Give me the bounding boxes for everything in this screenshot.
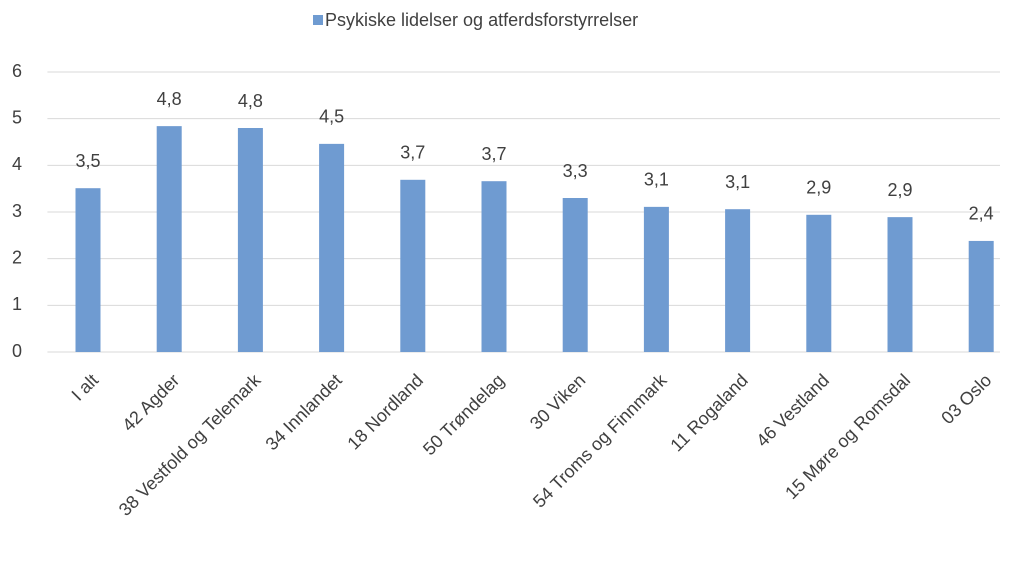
- x-tick-label: 18 Nordland: [343, 370, 426, 453]
- x-tick-label: 38 Vestfold og Telemark: [115, 369, 265, 519]
- y-tick-label: 0: [12, 341, 22, 361]
- value-label: 3,5: [75, 151, 100, 171]
- value-label: 3,3: [563, 161, 588, 181]
- bar: [725, 209, 751, 352]
- value-label: 4,5: [319, 107, 344, 127]
- bar: [968, 240, 994, 352]
- bar: [887, 217, 913, 352]
- x-tick-label: 54 Troms og Finnmark: [529, 369, 671, 511]
- bar: [75, 188, 101, 352]
- y-tick-label: 4: [12, 154, 22, 174]
- x-tick-label: 46 Vestland: [752, 370, 833, 451]
- value-label: 4,8: [157, 89, 182, 109]
- bar: [237, 128, 263, 352]
- value-label: 2,9: [806, 178, 831, 198]
- x-tick-label: 03 Oslo: [937, 370, 995, 428]
- bar: [562, 198, 588, 352]
- legend-swatch: [313, 15, 323, 25]
- x-tick-label: 30 Viken: [526, 370, 589, 433]
- bar: [806, 214, 832, 352]
- bar: [156, 126, 182, 352]
- value-label: 2,4: [969, 204, 994, 224]
- y-tick-label: 1: [12, 294, 22, 314]
- bar: [319, 143, 345, 352]
- y-tick-label: 6: [12, 61, 22, 81]
- y-tick-label: 5: [12, 107, 22, 127]
- legend-label: Psykiske lidelser og atferdsforstyrrelse…: [325, 10, 638, 30]
- x-tick-label: 11 Rogaland: [666, 370, 751, 455]
- bar: [481, 181, 507, 352]
- bar: [400, 179, 426, 352]
- value-label: 2,9: [887, 180, 912, 200]
- x-tick-label: I alt: [68, 370, 103, 405]
- y-tick-label: 2: [12, 247, 22, 267]
- value-label: 4,8: [238, 91, 263, 111]
- bar: [643, 206, 669, 352]
- x-tick-label: 42 Agder: [118, 370, 183, 435]
- y-tick-label: 3: [12, 201, 22, 221]
- value-label: 3,7: [481, 144, 506, 164]
- x-tick-label: 34 Innlandet: [262, 370, 346, 454]
- value-label: 3,1: [644, 170, 669, 190]
- value-label: 3,1: [725, 172, 750, 192]
- value-label: 3,7: [400, 143, 425, 163]
- x-tick-label: 50 Trøndelag: [419, 370, 508, 459]
